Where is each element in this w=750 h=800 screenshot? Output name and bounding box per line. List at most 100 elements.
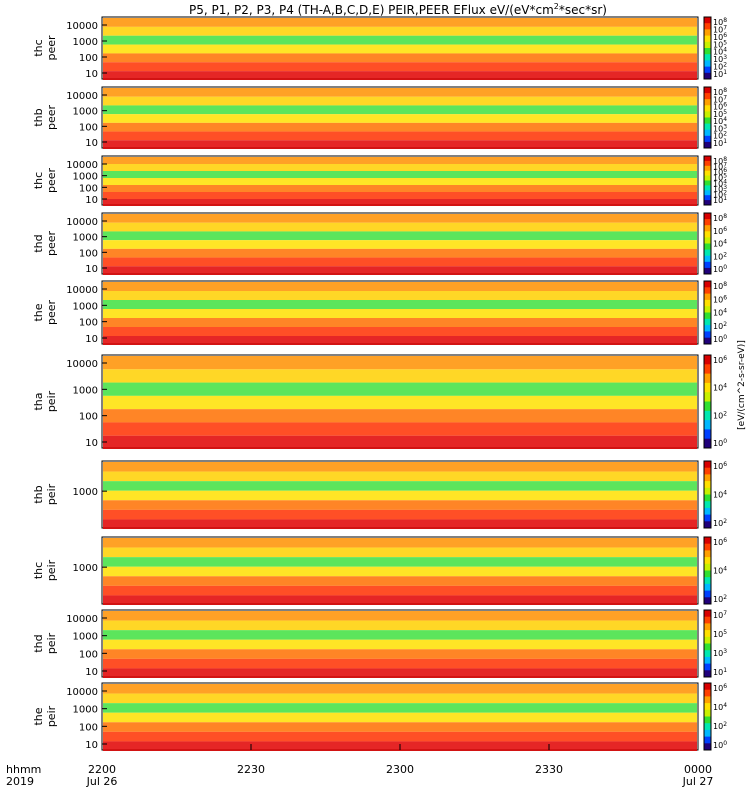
colorbar-segment <box>704 141 711 149</box>
colorbar-segment <box>704 111 711 118</box>
colorbar-frame <box>703 682 712 751</box>
y-tick-label: 100 <box>79 248 98 259</box>
spectrogram-band <box>103 509 697 520</box>
spectrogram-band <box>103 490 697 501</box>
colorbar-segment <box>704 195 711 201</box>
spectrogram-band <box>103 547 697 558</box>
panel-species-label: peer <box>45 231 58 257</box>
panel-species-label: peir <box>45 705 58 727</box>
colorbar-segment <box>704 318 711 326</box>
colorbar-segment <box>704 696 711 704</box>
y-tick-label: 10000 <box>66 687 98 698</box>
colorbar-segment <box>704 299 711 307</box>
spectrogram-band <box>103 300 697 309</box>
colorbar-tick-label: 105 <box>713 173 727 183</box>
colorbar-segment <box>704 135 711 143</box>
colorbar-segment <box>704 716 711 724</box>
panel-probe-label: the <box>32 707 45 725</box>
spectrogram-band <box>103 222 697 232</box>
colorbar-segment <box>704 225 711 232</box>
x-tick-label: 2300 <box>386 763 414 776</box>
colorbar-tick-label: 104 <box>713 702 727 712</box>
colorbar-segment <box>704 123 711 131</box>
spectrogram-band <box>103 140 697 149</box>
y-tick-label: 10000 <box>66 21 98 32</box>
spectrogram-band <box>103 122 697 132</box>
spectrogram-band <box>103 18 697 27</box>
x-tick-label: 0000 <box>684 763 712 776</box>
panel-probe-label: thc <box>32 172 45 189</box>
y-tick-label: 100 <box>79 412 98 423</box>
colorbar-tick-label: 106 <box>713 683 727 693</box>
colorbar-tick-label: 106 <box>713 355 727 365</box>
colorbar-segment <box>704 401 711 412</box>
colorbar-segment <box>704 156 711 162</box>
colorbar-frame <box>703 536 712 605</box>
spectrogram-band <box>103 684 697 694</box>
spectrogram-band <box>103 214 697 223</box>
colorbar-segment <box>704 429 711 440</box>
colorbar-segment <box>704 231 711 238</box>
colorbar-tick-label: 100 <box>713 740 727 750</box>
spectrogram-band <box>103 35 697 45</box>
colorbar-segment <box>704 461 711 469</box>
panel-species-label: peer <box>45 300 58 326</box>
colorbar-tick-label: 102 <box>713 321 727 331</box>
spectrogram-band <box>103 171 697 178</box>
x-tick-label: 2330 <box>535 763 563 776</box>
colorbar-segment <box>704 392 711 402</box>
colorbar-segment <box>704 312 711 320</box>
y-tick-label: 100 <box>79 122 98 133</box>
colorbar-tick-label: 104 <box>713 490 727 500</box>
colorbar-segment <box>704 41 711 49</box>
spectrogram-band <box>103 658 697 669</box>
spectrogram-band <box>103 266 697 275</box>
colorbar-segment <box>704 577 711 585</box>
colorbar-segment <box>704 656 711 665</box>
y-tick-label: 1000 <box>73 37 98 48</box>
colorbar-segment <box>704 160 711 167</box>
spectrogram-band <box>103 382 697 396</box>
colorbar-segment <box>704 703 711 711</box>
x-tick-date-label: Jul 26 <box>86 775 118 788</box>
colorbar-segment <box>704 410 711 421</box>
colorbar-tick-label: 102 <box>713 518 727 528</box>
y-tick-label: 10000 <box>66 614 98 625</box>
colorbar-tick-label: 104 <box>713 116 727 126</box>
y-tick-label: 100 <box>79 318 98 329</box>
colorbar-segment <box>704 494 711 502</box>
colorbar-segment <box>704 261 711 269</box>
y-tick-label: 10 <box>85 438 98 449</box>
panel-species-label: peer <box>45 168 58 194</box>
colorbar-tick-label: 106 <box>713 294 727 304</box>
colorbar-tick-label: 108 <box>713 87 727 97</box>
spectrogram-band <box>103 703 697 713</box>
colorbar-segment <box>704 200 711 206</box>
spectrogram-band <box>103 192 697 199</box>
colorbar-segment <box>704 630 711 638</box>
colorbar-segment <box>704 17 711 24</box>
panel-thd-peer: 10000 1000 100 10 thd peer 108 106 104 102 100 <box>32 212 727 275</box>
colorbar-frame <box>703 16 712 80</box>
spectrogram-band <box>103 257 697 267</box>
y-tick-label: 1000 <box>73 632 98 643</box>
colorbar-segment <box>704 87 711 94</box>
colorbar-segment <box>704 570 711 578</box>
colorbar-tick-label: 101 <box>713 667 727 677</box>
colorbar-tick-label: 105 <box>713 629 727 639</box>
panel-tha-peir: 10000 1000 100 10 tha peir 106 104 102 100 <box>32 354 727 449</box>
spectrogram-band <box>103 88 697 97</box>
colorbar-segment <box>704 514 711 522</box>
colorbar-segment <box>704 636 711 644</box>
colorbar-segment <box>704 670 711 678</box>
colorbar-tick-label: 108 <box>713 17 727 27</box>
y-tick-label: 1000 <box>73 172 98 183</box>
panel-thd-peir: 10000 1000 100 10 thd peir 107 105 103 101 <box>32 609 727 678</box>
panel-species-label: peir <box>45 632 58 654</box>
colorbar-tick-label: 107 <box>713 162 727 172</box>
colorbar-tick-label: 107 <box>713 24 727 34</box>
time-axis-hhmm-label: hhmm <box>6 763 41 776</box>
x-tick-label: 2230 <box>237 763 265 776</box>
y-tick-label: 100 <box>79 649 98 660</box>
